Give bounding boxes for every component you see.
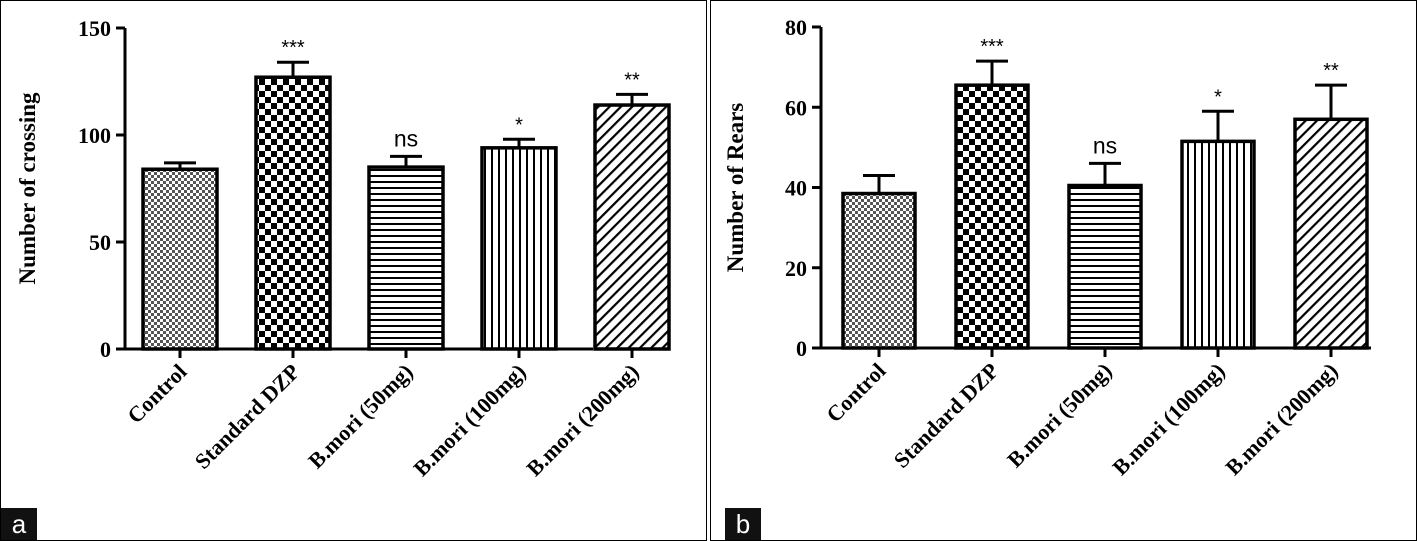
- y-tick-label: 0: [796, 336, 807, 361]
- x-tick-label: B.mori (50mg): [1002, 358, 1116, 472]
- x-tick-label: B.mori (100mg): [408, 359, 530, 481]
- bar: [367, 165, 445, 351]
- panel-label-b: b: [725, 508, 761, 540]
- bar: [841, 191, 917, 350]
- significance-label: *: [515, 114, 523, 136]
- panel-a: 0 50 100 150 Number of crossing Control Standa…: [0, 0, 707, 541]
- panel-b: 0 20 40 60 80 Number of Rears Control Standard …: [710, 0, 1417, 541]
- y-tick-label: 150: [78, 16, 111, 41]
- significance-label: **: [1323, 60, 1339, 82]
- significance-label: *: [1214, 86, 1222, 108]
- significance-label: ***: [281, 37, 305, 59]
- y-tick-label: 20: [785, 256, 807, 281]
- x-tick-label: Control: [821, 358, 890, 427]
- significance-label: ns: [1093, 132, 1117, 158]
- x-tick-label: Control: [122, 359, 191, 428]
- bar: [954, 83, 1030, 350]
- bar: [593, 103, 671, 351]
- y-tick-label: 0: [100, 337, 111, 362]
- bar: [1067, 183, 1143, 350]
- chart-a: 0 50 100 150 Number of crossing ControlStanda…: [15, 16, 671, 481]
- significance-label: ***: [980, 36, 1004, 58]
- x-tick-label: Standard DZP: [190, 359, 305, 474]
- bar: [480, 146, 558, 351]
- chart-b: 0 20 40 60 80 Number of Rears ControlStandard …: [723, 15, 1371, 480]
- y-tick-label: 80: [785, 15, 807, 40]
- significance-label: **: [624, 69, 640, 91]
- x-tick-label: B.mori (100mg): [1107, 358, 1229, 480]
- x-tick-label: Standard DZP: [889, 358, 1004, 473]
- bar: [1293, 117, 1369, 350]
- x-tick-label: B.mori (50mg): [303, 359, 417, 473]
- y-axis-label: Number of Rears: [723, 103, 748, 273]
- y-axis-label: Number of crossing: [15, 92, 40, 285]
- x-tick-label: B.mori (200mg): [521, 359, 643, 481]
- y-tick-label: 40: [785, 176, 807, 201]
- bar: [254, 75, 332, 351]
- y-tick-label: 60: [785, 95, 807, 120]
- bar: [1180, 139, 1256, 350]
- panel-label-a: a: [1, 508, 37, 540]
- bar: [141, 167, 219, 351]
- x-tick-label: B.mori (200mg): [1220, 358, 1342, 480]
- y-tick-label: 100: [78, 123, 111, 148]
- significance-label: ns: [394, 125, 418, 151]
- y-tick-label: 50: [89, 230, 111, 255]
